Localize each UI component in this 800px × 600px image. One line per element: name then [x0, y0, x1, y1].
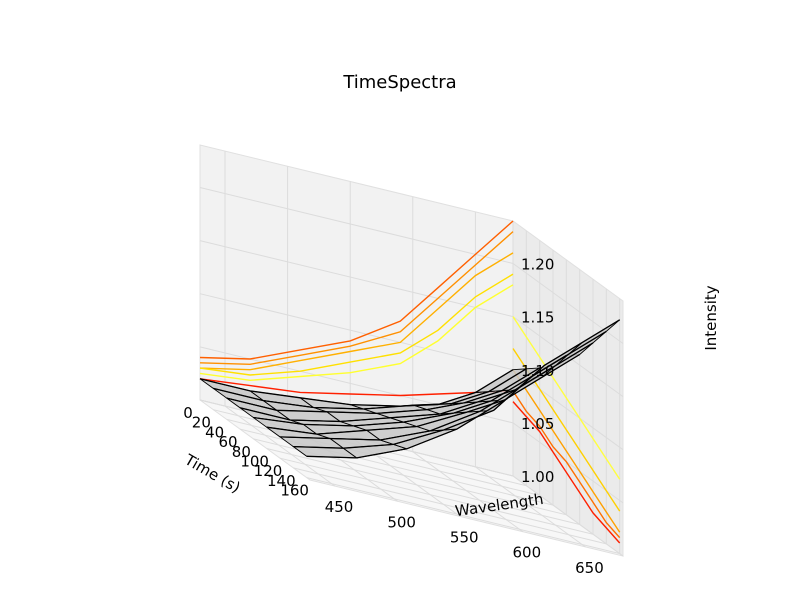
back-projection-line	[199, 273, 514, 376]
surface-trace	[306, 319, 621, 459]
y-tick-label: 100	[240, 452, 269, 470]
x-tick-label: 550	[450, 528, 479, 546]
z-axis-label: Intensity	[702, 285, 720, 350]
z-tick-label: 1.15	[521, 309, 554, 327]
surface-trace	[239, 366, 554, 423]
surface-trace	[226, 367, 541, 415]
y-tick-label: 140	[267, 472, 296, 490]
x-tick-label: 600	[513, 544, 542, 562]
grid-line	[199, 346, 624, 504]
back-projection-line	[199, 252, 514, 371]
z-tick-label: 1.00	[521, 468, 554, 486]
grid-line	[199, 187, 624, 344]
surface-trace	[253, 354, 567, 427]
y-tick-label: 40	[205, 423, 224, 441]
x-tick-label: 450	[325, 498, 354, 516]
surface-trace	[279, 342, 594, 441]
z-tick-label: 1.05	[521, 415, 554, 433]
x-tick-label: 650	[575, 559, 604, 577]
back-projection-line	[199, 284, 514, 382]
surface-trace	[213, 368, 527, 410]
surface-trace	[293, 330, 607, 449]
y-tick-label: 80	[232, 443, 251, 461]
chart-title: TimeSpectra	[343, 72, 457, 93]
side-projection-line	[512, 369, 621, 533]
side-projection-line	[512, 401, 621, 544]
y-tick-label: 160	[280, 482, 309, 500]
surface-trace	[266, 353, 581, 435]
y-tick-label: 60	[218, 433, 237, 451]
y-tick-label: 120	[254, 462, 283, 480]
side-projection-line	[512, 316, 621, 480]
x-tick-label: 500	[387, 513, 416, 531]
y-tick-label: 0	[183, 404, 193, 422]
back-projection-line	[199, 231, 514, 366]
z-tick-label: 1.20	[521, 256, 554, 274]
back-projection-line	[199, 220, 514, 360]
y-tick-label: 20	[192, 414, 211, 432]
surface-trace	[199, 369, 514, 407]
side-projection-line	[512, 390, 621, 539]
back-projection-line	[199, 378, 514, 397]
z-tick-label: 1.10	[521, 362, 554, 380]
